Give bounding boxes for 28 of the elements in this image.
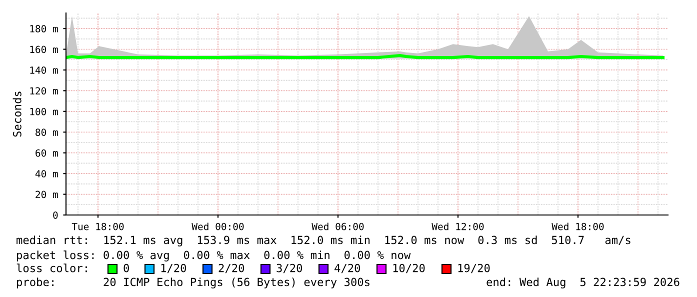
- x-tick-label: Wed 06:00: [312, 222, 364, 230]
- legend-label: 10/20: [393, 264, 425, 274]
- x-tick-label: Wed 00:00: [192, 222, 244, 230]
- text: median rtt: 152.1 ms avg 153.9 ms max 152.0 ms min 152.0 ms now 0.3 ms sd 510.7 am/s: [16, 236, 630, 246]
- y-tick-label: 140 m: [30, 66, 58, 74]
- y-tick-label: 160 m: [30, 46, 58, 54]
- x-tick-label: Tue 18:00: [72, 222, 124, 230]
- y-tick-label: 20 m: [36, 190, 58, 198]
- legend-label: 4/20: [334, 264, 360, 274]
- legend-label: 1/20: [161, 264, 186, 274]
- legend-label: 0: [124, 264, 129, 272]
- legend-title: loss color:: [16, 264, 87, 272]
- text: packet loss: 0.00 % avg 0.00 % max 0.00 % min 0.00 % now: [17, 250, 411, 262]
- y-axis-title: Seconds: [12, 92, 22, 137]
- legend-label: 19/20: [458, 264, 490, 274]
- y-tick-label: 180 m: [30, 25, 58, 32]
- y-tick-label: 40 m: [35, 170, 58, 178]
- x-tick-label: Wed 12:00: [432, 222, 484, 230]
- y-tick-label: 60 m: [36, 149, 58, 157]
- y-tick-label: 120 m: [30, 87, 58, 95]
- text: probe: 20 ICMP Echo Pings (56 Bytes) every 300s: [17, 278, 370, 288]
- y-tick-label: 100 m: [30, 108, 58, 116]
- legend-label: 3/20: [276, 264, 302, 274]
- x-tick-label: Wed 18:00: [552, 222, 604, 230]
- legend-label: 2/20: [218, 264, 244, 274]
- y-tick-label: 0: [53, 212, 58, 219]
- text: end: Wed Aug 5 22:23:59 2026: [486, 278, 680, 288]
- y-tick-label: 80 m: [36, 128, 58, 136]
